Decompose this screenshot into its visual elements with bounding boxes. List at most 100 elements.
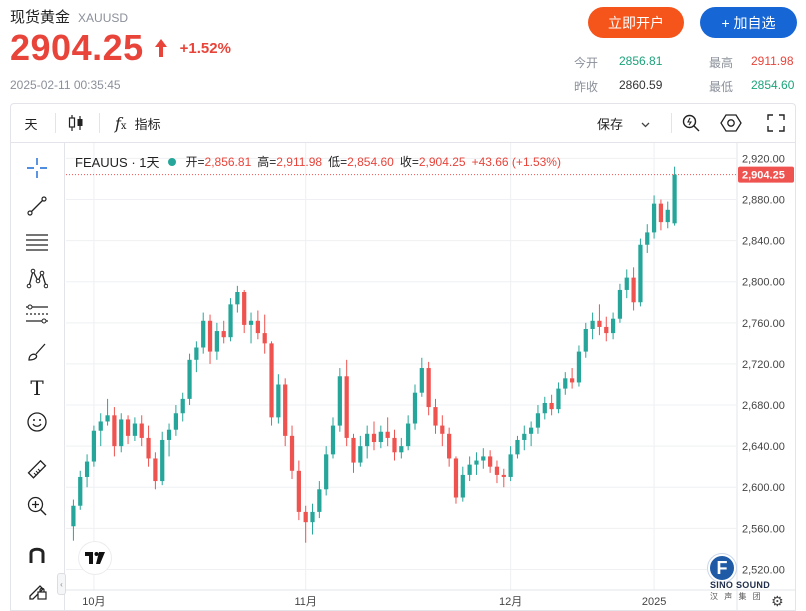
y-tick-label: 2,800.00 [742, 277, 785, 289]
candle-body [98, 421, 103, 431]
arrow-up-icon [154, 38, 168, 58]
candle-body [433, 407, 438, 426]
indicators-label: 指标 [134, 116, 161, 132]
candle-body [535, 413, 541, 428]
fib-retracement-icon[interactable] [24, 301, 50, 327]
sinosound-logo-icon: F [708, 554, 736, 582]
candle-body [604, 326, 609, 334]
crosshair-icon[interactable] [24, 155, 50, 181]
candle-body [672, 174, 677, 224]
y-tick-label: 2,880.00 [742, 195, 785, 207]
interval-selector[interactable]: 天 [24, 116, 38, 132]
candle-body [296, 470, 301, 512]
candle-body [638, 244, 643, 303]
indicators-button[interactable]: fx 指标 [115, 104, 161, 142]
candlestick-chart[interactable]: 2,520.00 2,560.00 2,600.00 2,640.00 2,680.00… [66, 143, 796, 610]
open-account-button[interactable]: 立即开户 [588, 7, 684, 38]
legend-high-value: 2,911.98 [276, 154, 323, 169]
candle-body [365, 433, 370, 447]
candle-body [549, 402, 554, 410]
candle-body [324, 454, 329, 490]
candle-body [542, 402, 547, 414]
candle-body [522, 433, 527, 440]
stat-high: 最高 2911.98 [709, 54, 794, 71]
candle-body [105, 415, 110, 422]
candle-body [173, 413, 179, 430]
legend-low-value: 2,854.60 [347, 154, 394, 169]
candle-body [166, 429, 172, 440]
axis-settings-icon: ⚙ [771, 594, 784, 610]
save-button[interactable]: 保存 [597, 104, 650, 142]
text-tool-icon[interactable]: T [30, 376, 44, 400]
candle-body [78, 476, 83, 506]
candle-body [419, 368, 424, 393]
legend-open-value: 2,856.81 [204, 154, 252, 169]
instrument-name: 现货黄金 [10, 9, 71, 26]
candle-body [269, 343, 274, 418]
brush-icon[interactable] [24, 339, 50, 365]
settings-icon[interactable] [720, 104, 742, 142]
chart-toolbar: 天 fx 指标 保存 [10, 103, 796, 142]
legend-open-label: 开= [185, 155, 205, 169]
candle-body [576, 351, 582, 383]
candle-body [228, 304, 233, 338]
candle-body [262, 333, 267, 344]
emoji-icon[interactable] [24, 409, 50, 435]
y-tick-label: 2,560.00 [742, 523, 785, 535]
stat-low-value: 2854.60 [751, 78, 795, 92]
candle-body [392, 437, 397, 453]
candle-body [569, 378, 575, 383]
candle-body [645, 232, 650, 245]
fullscreen-icon[interactable] [767, 104, 785, 142]
magnet-icon[interactable] [24, 541, 50, 567]
candle-body [119, 419, 124, 447]
candle-body [563, 378, 568, 389]
ruler-icon[interactable] [24, 457, 50, 483]
last-price: 2904.25 [10, 27, 144, 68]
horizontal-lines-icon[interactable] [24, 229, 50, 255]
candle-body [317, 489, 322, 512]
y-tick-label: 2,720.00 [742, 359, 785, 371]
y-tick-label: 2,840.00 [742, 236, 785, 248]
stat-high-label: 最高 [709, 56, 734, 70]
trend-line-icon[interactable] [24, 193, 50, 219]
candle-body [624, 277, 629, 290]
candle-body [508, 454, 513, 477]
candle-body [248, 320, 254, 325]
candle-body [303, 511, 308, 523]
stat-prev-close: 昨收 2860.59 [574, 78, 662, 95]
candle-body [378, 431, 383, 443]
candle-body [310, 511, 315, 523]
lock-drawing-icon[interactable] [24, 577, 50, 603]
add-watchlist-button[interactable]: + 加自选 [700, 7, 797, 38]
candle-body [447, 433, 452, 459]
candle-body [351, 437, 356, 463]
candle-body [344, 376, 349, 438]
collapse-toolbar-handle[interactable]: ‹ [57, 573, 66, 595]
candle-body [289, 435, 295, 471]
candle-body [617, 289, 623, 319]
candle-body [180, 398, 185, 414]
candle-body [207, 320, 213, 352]
candle-body [187, 359, 192, 399]
sinosound-watermark: F SINO SOUND 汉 声 集 团 [708, 554, 800, 608]
toolbar-divider [99, 113, 100, 133]
stat-open: 今开 2856.81 [574, 54, 662, 71]
tradingview-logo-icon[interactable] [79, 542, 111, 574]
candle-style-icon[interactable] [67, 104, 87, 142]
candle-body [160, 439, 165, 482]
stat-open-value: 2856.81 [619, 54, 663, 68]
toolbar-divider [671, 113, 672, 133]
instrument-title: 现货黄金 XAUUSD [10, 6, 128, 27]
candle-body [488, 456, 493, 467]
candle-body [453, 458, 459, 498]
legend-close-value: 2,904.25 [418, 154, 466, 169]
candle-body [501, 474, 506, 477]
y-tick-label: 2,920.00 [742, 153, 785, 165]
candle-body [283, 384, 288, 436]
candle-body [474, 460, 479, 465]
x-tick-label: 2025 [642, 596, 666, 608]
quick-search-icon[interactable] [681, 104, 701, 142]
zoom-in-icon[interactable] [24, 493, 50, 519]
pattern-icon[interactable] [24, 265, 50, 291]
